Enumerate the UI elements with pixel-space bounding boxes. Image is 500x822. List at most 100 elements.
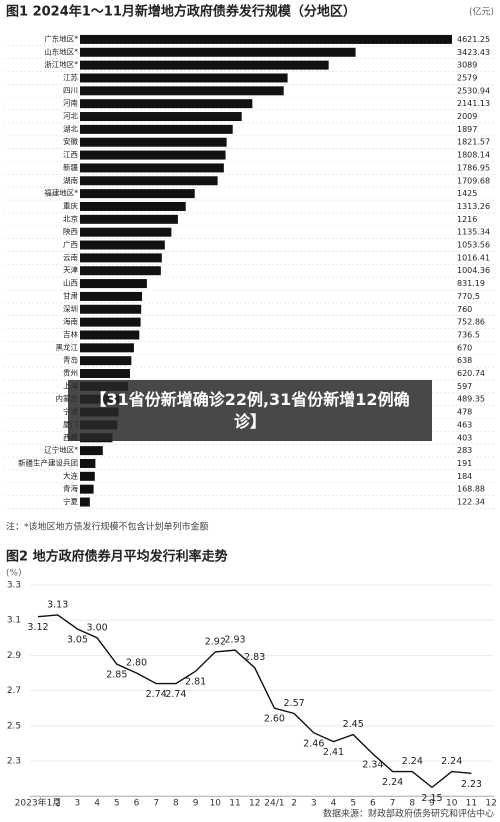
- source: 数据来源：财政部政府债务研究和评估中心: [323, 808, 494, 820]
- value-label: 122.34: [457, 498, 485, 507]
- note: 注：*该地区地方债发行规模不包含计划单列市金额: [6, 521, 209, 533]
- data-label: 2.23: [461, 779, 482, 790]
- data-label: 2.74: [146, 689, 167, 700]
- data-label: 2.83: [244, 652, 265, 663]
- x-tick-label: 9: [429, 799, 435, 809]
- category-label: 湖北: [63, 124, 78, 133]
- value-label: 191: [457, 459, 472, 468]
- category-label: 河南: [63, 98, 78, 108]
- category-label: 黑龙江: [56, 342, 79, 352]
- value-label: 1313.26: [457, 202, 490, 211]
- data-label: 2.80: [126, 658, 147, 669]
- bar: [80, 99, 253, 109]
- category-label: 广东地区*: [44, 33, 78, 43]
- x-tick-label: 5: [114, 799, 120, 809]
- value-label: 736.5: [457, 330, 480, 339]
- x-tick-label: 6: [134, 799, 140, 809]
- bar: [80, 176, 218, 186]
- data-label: 2.92: [205, 636, 226, 647]
- bar: [80, 369, 130, 379]
- value-label: 1004.36: [457, 266, 490, 275]
- bar: [80, 330, 140, 340]
- value-label: 1821.57: [457, 138, 490, 147]
- data-label: 2.24: [382, 777, 403, 788]
- bar: [80, 266, 161, 276]
- data-label: 2.24: [441, 756, 462, 767]
- value-label: 770.5: [457, 292, 480, 301]
- bar: [80, 124, 233, 134]
- category-label: 北京: [63, 213, 78, 223]
- value-label: 184: [457, 472, 472, 481]
- x-tick-label: 7: [390, 799, 396, 809]
- category-label: 四川: [63, 86, 78, 95]
- value-label: 489.35: [457, 395, 485, 404]
- chart-title: 图2 地方政府债券月平均发行利率走势: [6, 549, 228, 565]
- x-tick-label: 11: [229, 799, 240, 809]
- category-label: 福建地区*: [44, 188, 78, 198]
- bar: [80, 189, 195, 199]
- bar: [80, 163, 224, 173]
- x-tick-label: 4: [94, 799, 100, 809]
- bar: [80, 253, 162, 263]
- category-label: 云南: [63, 252, 78, 262]
- y-tick-label: 2.7: [7, 686, 21, 696]
- value-label: 4621.25: [457, 35, 490, 44]
- x-tick-label: 11: [466, 799, 477, 809]
- bar: [80, 497, 90, 507]
- x-tick-label: 6: [370, 799, 376, 809]
- x-tick-label: 3: [75, 799, 81, 809]
- bar: [80, 150, 226, 160]
- value-label: 638: [457, 356, 472, 365]
- data-label: 2.57: [284, 698, 305, 709]
- value-label: 2579: [457, 73, 477, 82]
- data-label: 2.46: [303, 738, 324, 749]
- bar: [80, 343, 134, 353]
- x-tick-label: 12: [249, 799, 260, 809]
- category-label: 深圳: [63, 303, 78, 313]
- bar: [80, 240, 165, 250]
- category-label: 广西: [63, 239, 78, 249]
- x-tick-label: 8: [409, 799, 415, 809]
- bar: [80, 137, 227, 147]
- chart-title: 图1 2024年1～11月新增地方政府债券发行规模（分地区）: [6, 4, 356, 20]
- category-label: 河北: [63, 112, 78, 121]
- category-label: 山东地区*: [44, 46, 78, 56]
- bar: [80, 47, 356, 57]
- category-label: 青岛: [63, 355, 78, 365]
- x-tick-label: 2023年1月: [15, 797, 62, 809]
- data-label: 2.81: [185, 677, 206, 688]
- value-label: 1786.95: [457, 163, 490, 172]
- data-label: 3.12: [27, 622, 48, 633]
- bar: [80, 86, 284, 96]
- bar: [80, 201, 186, 211]
- data-label: 2.93: [224, 635, 245, 646]
- category-label: 陕西: [63, 226, 78, 236]
- category-label: 浙江地区*: [44, 59, 78, 69]
- category-label: 大连: [63, 470, 78, 480]
- value-label: 3423.43: [457, 48, 490, 57]
- x-tick-label: 10: [210, 799, 222, 809]
- category-label: 辽宁地区*: [44, 445, 78, 455]
- value-label: 463: [457, 420, 472, 429]
- y-tick-label: 2.5: [7, 721, 21, 731]
- value-label: 283: [457, 446, 472, 455]
- category-label: 青海: [63, 483, 78, 493]
- category-label: 甘肃: [63, 290, 78, 300]
- value-label: 1216: [457, 215, 477, 224]
- category-label: 新疆: [63, 162, 78, 172]
- bar: [80, 446, 103, 456]
- value-label: 831.19: [457, 279, 485, 288]
- value-label: 752.86: [457, 318, 485, 327]
- value-label: 478: [457, 408, 472, 417]
- value-label: 2530.94: [457, 86, 490, 95]
- data-label: 2.45: [343, 719, 364, 730]
- overlay-banner: 【31省份新增确诊22例,31省份新增12例确诊】: [68, 380, 432, 441]
- value-label: 1016.41: [457, 253, 490, 262]
- value-label: 620.74: [457, 369, 485, 378]
- unit-label: (亿元): [469, 6, 494, 18]
- category-label: 天津: [63, 266, 78, 275]
- bar: [80, 227, 172, 237]
- value-label: 1053.56: [457, 241, 490, 250]
